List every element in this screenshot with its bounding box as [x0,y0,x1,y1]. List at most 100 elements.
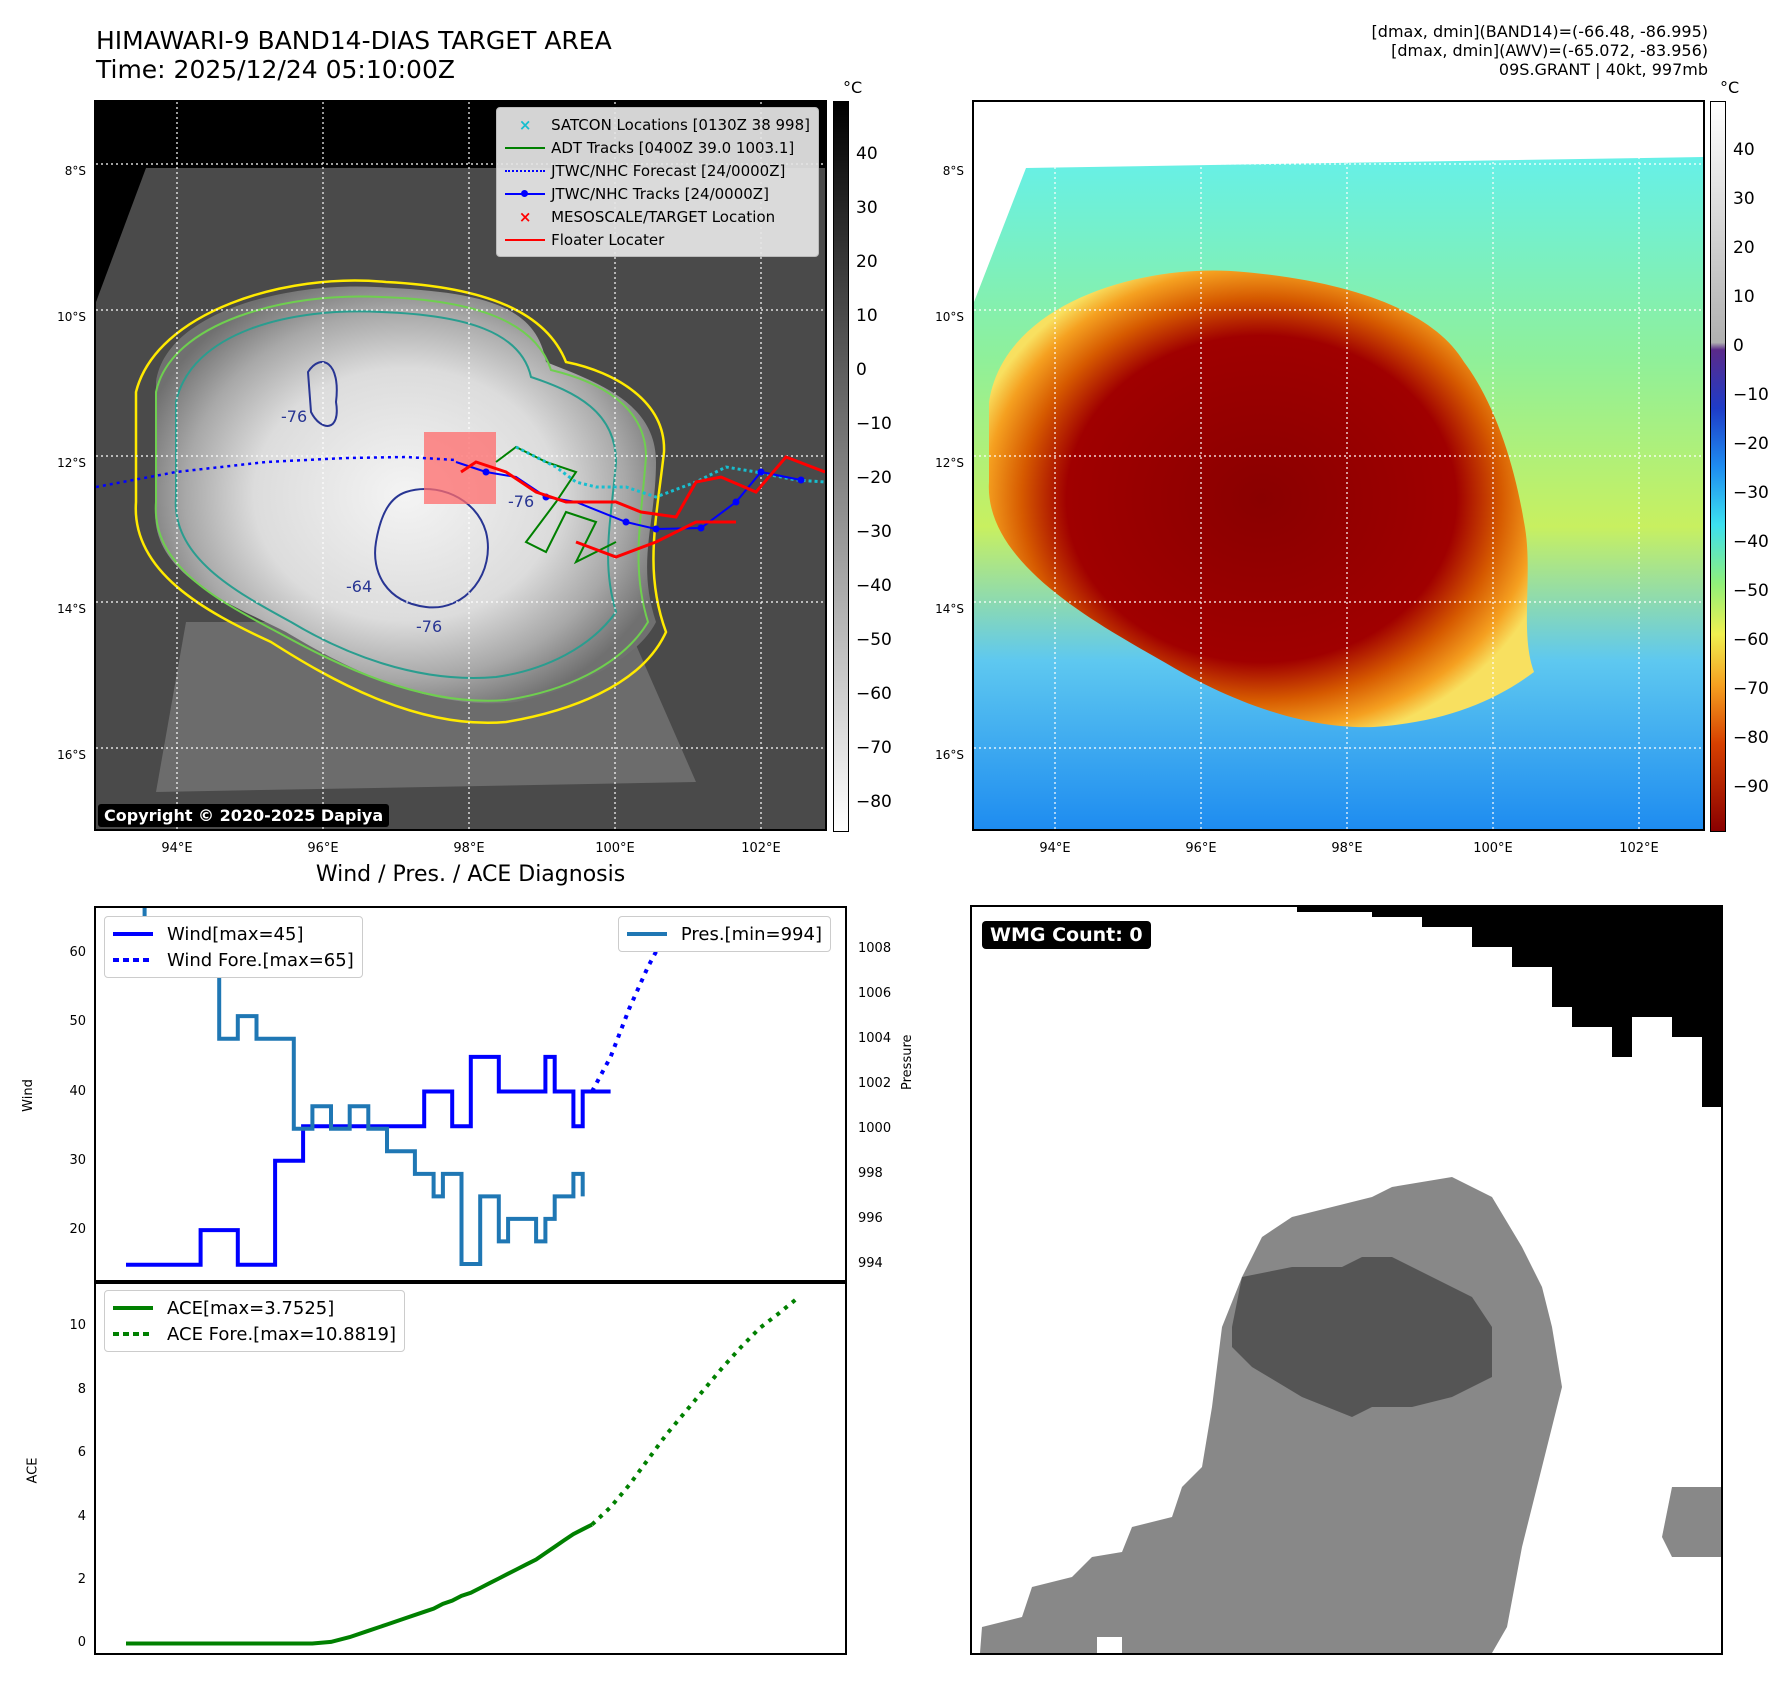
legend-item-wind-forecast: Wind Fore.[max=65] [113,947,354,973]
wmg-panel: WMG Count: 0 [970,905,1723,1655]
wind-tick-label: 20 [69,1222,86,1238]
ace-tick-label: 4 [77,1508,86,1524]
awv-map-panel [972,100,1705,831]
ace-chart: ACE[max=3.7525] ACE Fore.[max=10.8819] [94,1280,847,1655]
ir-cbar-tick: −60 [856,684,892,704]
legend-item-floater: Floater Locater [505,228,810,251]
awv-cbar-tick: 40 [1733,140,1755,160]
legend-item-ace: ACE[max=3.7525] [113,1295,396,1321]
wmg-dark-region [1232,1257,1492,1417]
contour-label: -76 [508,492,534,511]
awv-lat-label: 12°S [935,456,964,470]
wind-tick-label: 50 [69,1014,86,1030]
contour-outer-yellow [134,279,668,725]
awv-lat-label: 8°S [942,164,964,178]
ir-map-legend: × SATCON Locations [0130Z 38 998] ADT Tra… [496,107,819,257]
awv-cbar-tick: −50 [1733,581,1769,601]
ace-legend: ACE[max=3.7525] ACE Fore.[max=10.8819] [104,1290,405,1352]
awv-cbar-tick: −60 [1733,630,1769,650]
ir-lat-label: 16°S [57,748,86,762]
ir-cbar-tick: −40 [856,576,892,596]
ace-plot [126,1296,799,1646]
ace-tick-label: 0 [77,1635,86,1651]
ir-cbar-tick: 0 [856,360,867,380]
ace-tick-label: 10 [69,1318,86,1334]
info-line-2: [dmax, dmin](AWV)=(-65.072, -83.956) [1391,41,1708,60]
figure-title: HIMAWARI-9 BAND14-DIAS TARGET AREA Time:… [96,26,612,84]
pressure-tick-label: 996 [858,1210,883,1226]
ace-tick-label: 2 [77,1572,86,1588]
contour-label: -76 [281,407,307,426]
wind-forecast-line-icon [113,958,153,962]
awv-storm-area [988,270,1534,728]
pressure-tick-label: 998 [858,1165,883,1181]
ir-cbar-tick: 10 [856,306,878,326]
jtwc-forecast-track [96,455,457,489]
legend-item-tracks: JTWC/NHC Tracks [24/0000Z] [505,182,810,205]
wind-line-icon [113,932,153,936]
wind-legend: Wind[max=45] Wind Fore.[max=65] [104,916,363,978]
awv-cbar-tick: −10 [1733,385,1769,405]
forecast-line-icon [505,164,546,178]
awv-colorbar [1710,101,1726,832]
intensity-info: [dmax, dmin](BAND14)=(-66.48, -86.995) [… [1372,22,1708,79]
awv-cbar-unit: °C [1720,78,1740,97]
pressure-tick-label: 1002 [858,1075,892,1091]
target-marker-icon: × [518,207,532,226]
target-location-box [424,432,496,504]
contour-label: -64 [346,577,372,596]
ir-cbar-tick: −30 [856,522,892,542]
legend-item-pressure: Pres.[min=994] [626,921,822,947]
wind-axis-label: Wind [20,1079,36,1112]
ir-cbar-tick: −10 [856,414,892,434]
ace-forecast-line-icon [113,1332,153,1336]
ir-map-panel: -76 -76 -64 -76 × SATCON Locatio [94,100,827,831]
awv-cbar-tick: 0 [1733,336,1744,356]
awv-lat-label: 10°S [935,310,964,324]
awv-map-image [974,102,1703,829]
satcon-marker-icon: × [518,115,532,134]
adt-track [495,445,617,565]
legend-item-wind: Wind[max=45] [113,921,354,947]
pressure-tick-label: 994 [858,1255,883,1271]
awv-lon-label: 98°E [1331,841,1363,856]
wind-pressure-chart: Wind[max=45] Wind Fore.[max=65] Pres.[mi… [94,906,847,1284]
legend-item-satcon: × SATCON Locations [0130Z 38 998] [505,113,810,136]
ir-lat-label: 12°S [57,456,86,470]
ir-lat-label: 8°S [64,164,86,178]
floater-line-icon [505,233,546,247]
awv-cbar-tick: 30 [1733,189,1755,209]
awv-cbar-tick: −90 [1733,777,1769,797]
ace-forecast-line [590,1296,799,1527]
awv-lon-label: 100°E [1473,841,1513,856]
awv-gridlines [974,102,1703,829]
wmg-gray-patch [1662,1487,1721,1557]
wmg-black-region [1297,907,1721,1107]
info-line-1: [dmax, dmin](BAND14)=(-66.48, -86.995) [1371,22,1708,41]
ace-axis-label: ACE [25,1457,41,1484]
ir-cbar-tick: −50 [856,630,892,650]
ir-lon-label: 102°E [741,841,781,856]
ir-colorbar [833,101,849,832]
ir-cbar-tick: −20 [856,468,892,488]
ace-line [126,1522,593,1646]
ir-map-image: -76 -76 -64 -76 [96,102,825,829]
awv-lon-label: 96°E [1185,841,1217,856]
ir-cbar-unit: °C [843,78,863,97]
copyright-label: Copyright © 2020-2025 Dapiya [98,804,390,827]
wmg-white-notch [1097,1637,1122,1653]
wind-tick-label: 30 [69,1152,86,1168]
awv-cbar-tick: 10 [1733,287,1755,307]
ir-cbar-tick: −80 [856,792,892,812]
contour-label: -76 [416,617,442,636]
ace-tick-label: 8 [77,1381,86,1397]
ir-cbar-tick: 40 [856,144,878,164]
pressure-axis-label: Pressure [900,1034,915,1090]
contour-navy-north [306,361,338,427]
floater-track [460,455,825,519]
ace-tick-label: 6 [77,1445,86,1461]
legend-item-ace-forecast: ACE Fore.[max=10.8819] [113,1321,396,1347]
wind-tick-label: 60 [69,945,86,961]
legend-item-target: × MESOSCALE/TARGET Location [505,205,810,228]
ir-cbar-tick: 20 [856,252,878,272]
